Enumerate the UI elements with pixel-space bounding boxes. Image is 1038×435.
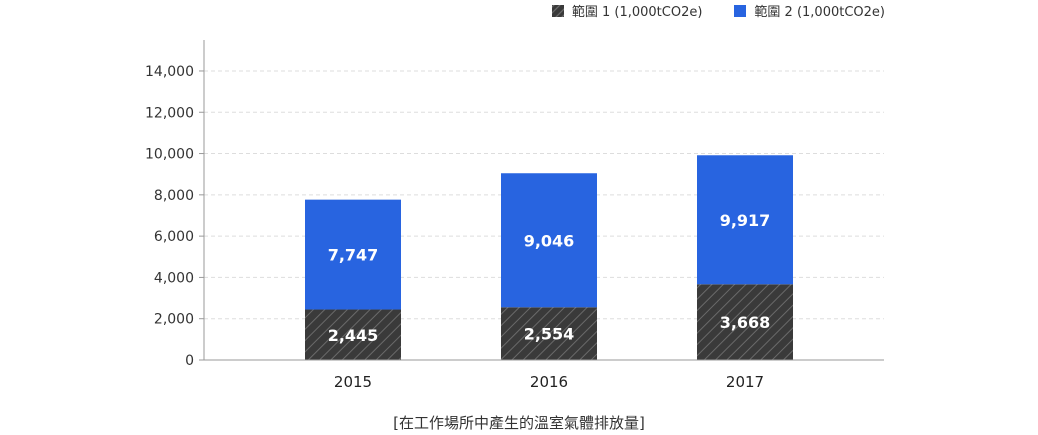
x-tick-label: 2017 [726,373,764,391]
legend-item-scope1: 範圍 1 (1,000tCO2e) [551,1,703,20]
y-tick-label: 0 [185,353,194,369]
x-tick-label: 2016 [530,373,568,391]
bar-scope2-2016 [501,173,597,308]
y-tick-label: 4,000 [154,270,194,286]
bar-scope1-2016 [501,307,597,360]
data-label-scope1: 2,554 [524,325,575,344]
bar-scope1-2017 [697,284,793,360]
bar-scope2-2015 [305,199,401,310]
bar-scope2-2017 [697,155,793,285]
chart-legend: 範圍 1 (1,000tCO2e) 範圍 2 (1,000tCO2e) [551,1,885,20]
chart-caption: [在工作場所中產生的溫室氣體排放量] [393,414,645,432]
y-tick-label: 2,000 [154,312,194,328]
legend-swatch-scope2 [734,4,747,17]
y-tick-label: 6,000 [154,229,194,245]
data-label-scope2: 7,747 [328,246,379,265]
data-label-scope1: 3,668 [720,313,771,332]
legend-label-scope2: 範圍 2 (1,000tCO2e) [754,5,885,20]
bar-scope1-2015 [305,309,401,360]
data-label-scope2: 9,917 [720,211,771,230]
y-tick-label: 8,000 [154,188,194,204]
y-tick-label: 14,000 [145,64,194,80]
x-tick-label: 2015 [334,373,372,391]
legend-item-scope2: 範圍 2 (1,000tCO2e) [734,1,885,20]
legend-swatch-scope1 [551,4,564,17]
legend-label-scope1: 範圍 1 (1,000tCO2e) [571,5,703,20]
data-label-scope2: 9,046 [524,231,575,250]
y-tick-label: 12,000 [145,105,194,121]
y-tick-label: 10,000 [145,147,194,163]
data-label-scope1: 2,445 [328,326,379,345]
